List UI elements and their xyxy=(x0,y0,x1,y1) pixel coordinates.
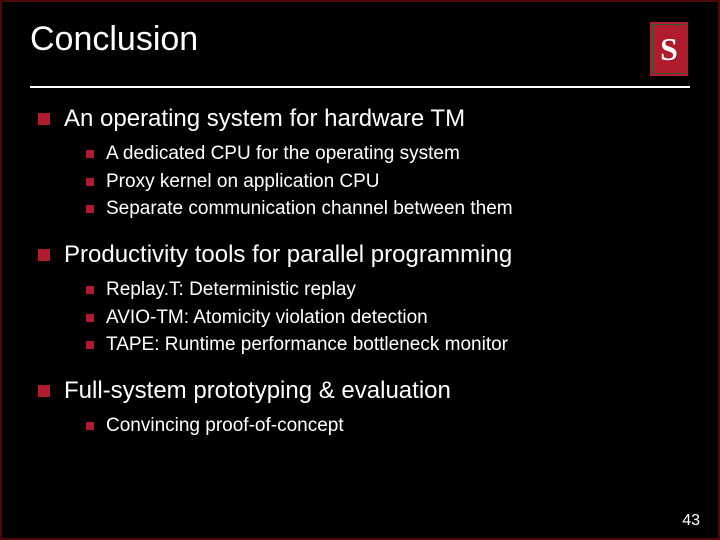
slide: Conclusion S An operating system for har… xyxy=(0,0,720,540)
bullet-text: Replay.T: Deterministic replay xyxy=(106,278,356,303)
divider xyxy=(30,86,690,88)
bullet-text: Proxy kernel on application CPU xyxy=(106,170,380,195)
square-bullet-icon xyxy=(86,314,94,322)
square-bullet-icon xyxy=(38,385,50,397)
bullet-text: An operating system for hardware TM xyxy=(64,104,465,134)
sub-list: A dedicated CPU for the operating system… xyxy=(38,142,690,222)
bullet-level2: Proxy kernel on application CPU xyxy=(86,170,690,195)
square-bullet-icon xyxy=(86,286,94,294)
bullet-level1: Full-system prototyping & evaluation xyxy=(38,376,690,406)
bullet-text: AVIO-TM: Atomicity violation detection xyxy=(106,306,428,331)
bullet-level2: AVIO-TM: Atomicity violation detection xyxy=(86,306,690,331)
bullet-level2: TAPE: Runtime performance bottleneck mon… xyxy=(86,333,690,358)
content: An operating system for hardware TM A de… xyxy=(30,104,690,439)
bullet-level2: Separate communication channel between t… xyxy=(86,197,690,222)
bullet-level2: Convincing proof-of-concept xyxy=(86,414,690,439)
square-bullet-icon xyxy=(86,150,94,158)
logo-letter: S xyxy=(660,31,678,68)
bullet-level1: Productivity tools for parallel programm… xyxy=(38,240,690,270)
bullet-level2: A dedicated CPU for the operating system xyxy=(86,142,690,167)
bullet-level2: Replay.T: Deterministic replay xyxy=(86,278,690,303)
square-bullet-icon xyxy=(86,422,94,430)
bullet-text: A dedicated CPU for the operating system xyxy=(106,142,460,167)
stanford-logo: S xyxy=(650,22,688,76)
square-bullet-icon xyxy=(38,113,50,125)
square-bullet-icon xyxy=(38,249,50,261)
square-bullet-icon xyxy=(86,341,94,349)
header-row: Conclusion S xyxy=(30,20,690,76)
bullet-text: Productivity tools for parallel programm… xyxy=(64,240,512,270)
page-number: 43 xyxy=(682,512,700,530)
bullet-level1: An operating system for hardware TM xyxy=(38,104,690,134)
slide-title: Conclusion xyxy=(30,20,198,59)
bullet-text: Full-system prototyping & evaluation xyxy=(64,376,451,406)
bullet-text: TAPE: Runtime performance bottleneck mon… xyxy=(106,333,508,358)
bullet-text: Convincing proof-of-concept xyxy=(106,414,344,439)
bullet-text: Separate communication channel between t… xyxy=(106,197,513,222)
sub-list: Replay.T: Deterministic replay AVIO-TM: … xyxy=(38,278,690,358)
square-bullet-icon xyxy=(86,205,94,213)
sub-list: Convincing proof-of-concept xyxy=(38,414,690,439)
square-bullet-icon xyxy=(86,178,94,186)
